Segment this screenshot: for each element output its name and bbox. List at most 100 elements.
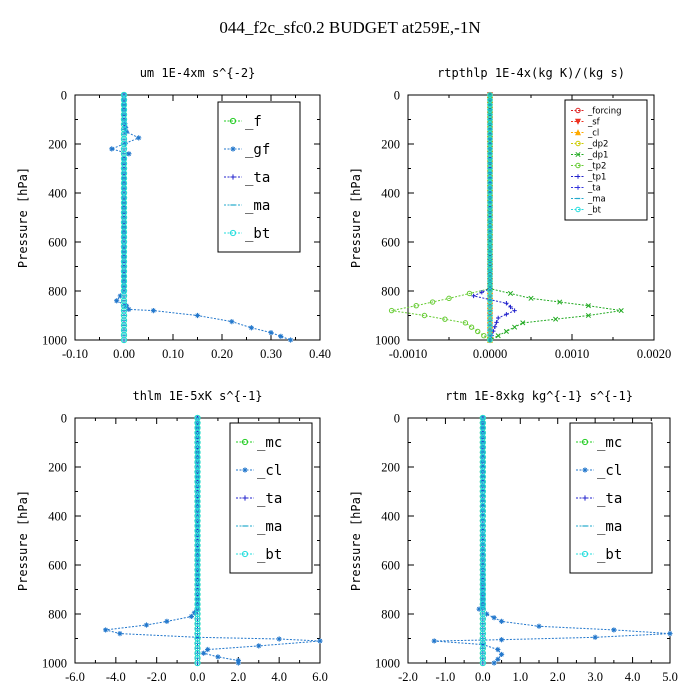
data-point [256, 643, 262, 649]
data-point [143, 622, 150, 628]
legend-label: _ma [257, 519, 282, 535]
x-tick-label: -6.0 [65, 670, 85, 684]
y-axis-label: Pressure [hPa] [16, 167, 30, 268]
legend-label: _forcing [587, 107, 622, 117]
data-point [268, 330, 274, 336]
panel-title: um 1E-4xm s^{-2} [140, 66, 256, 80]
panel-title: rtm 1E-8xkg kg^{-1} s^{-1} [445, 389, 633, 403]
data-point [205, 646, 211, 653]
legend-label: _ta [597, 491, 622, 507]
data-point [103, 627, 109, 633]
legend-label: _ta [587, 184, 601, 194]
legend-label: _bt [597, 547, 622, 563]
data-point [487, 337, 493, 343]
legend-label: _bt [257, 547, 282, 563]
x-tick-label: -0.0010 [389, 347, 428, 361]
data-point [504, 312, 509, 317]
legend-label: _sf [587, 118, 601, 128]
x-tick-label: -0.10 [62, 347, 88, 361]
legend-marker [575, 174, 581, 179]
legend-marker [574, 129, 582, 136]
data-point [487, 288, 493, 294]
legend-marker [574, 118, 582, 125]
legend-marker [575, 162, 581, 169]
y-tick-label: 800 [381, 608, 400, 622]
data-point [471, 293, 476, 299]
data-point [194, 312, 201, 319]
data-point [235, 660, 241, 666]
x-tick-label: 0.10 [162, 347, 184, 361]
data-point [475, 328, 481, 335]
data-point [248, 325, 254, 331]
data-point [487, 180, 493, 186]
legend-label: _ta [245, 170, 270, 186]
x-tick-label: -2.0 [398, 670, 418, 684]
legend-marker [241, 550, 249, 558]
series_bt [120, 91, 128, 344]
y-tick-label: 0 [61, 412, 67, 426]
legend-label: _ma [245, 198, 270, 214]
data-point [592, 634, 598, 640]
legend-label: _mc [597, 435, 622, 451]
legend-marker [229, 229, 237, 237]
legend-label: _tp2 [587, 162, 606, 172]
legend-label: _tp1 [587, 173, 606, 183]
y-tick-label: 1000 [42, 334, 67, 348]
y-tick-label: 600 [48, 236, 67, 250]
data-point [487, 263, 493, 270]
legend-marker [582, 467, 588, 473]
legend-label: _bt [245, 226, 270, 242]
data-point [201, 650, 207, 656]
legend-label: _cl [257, 463, 282, 479]
data-point [150, 308, 156, 314]
legend: _f _gf _ta _ma _bt [217, 101, 301, 253]
data-point [487, 278, 493, 284]
legend-label: _dp2 [587, 140, 608, 150]
x-tick-label: 0.40 [309, 347, 331, 361]
series_bt [194, 414, 201, 667]
data-point [413, 303, 419, 309]
data-point [618, 308, 624, 314]
data-point [484, 611, 490, 617]
data-point [117, 631, 123, 637]
x-tick-label: -2.0 [147, 670, 167, 684]
legend-label: _f [245, 114, 262, 130]
y-tick-label: 0 [394, 89, 400, 103]
data-point [487, 244, 493, 250]
legend-marker [242, 467, 248, 473]
data-point [585, 303, 591, 309]
x-tick-label: 0.30 [260, 347, 282, 361]
legend-label: _dp1 [587, 151, 608, 161]
series-line [391, 95, 491, 341]
data-point [512, 324, 518, 330]
data-point [194, 659, 201, 667]
legend-marker [582, 495, 588, 501]
y-axis-label: Pressure [hPa] [349, 490, 363, 591]
data-point [495, 646, 501, 653]
y-tick-label: 200 [48, 461, 67, 475]
data-point [122, 140, 128, 146]
data-point [520, 320, 526, 326]
data-point [479, 659, 486, 667]
panel-title: thlm 1E-5xK s^{-1} [132, 389, 262, 403]
data-point [611, 627, 617, 633]
data-point [109, 146, 115, 152]
legend-label: _gf [245, 142, 270, 158]
data-point [487, 219, 493, 226]
x-tick-label: 0.20 [211, 347, 233, 361]
series_bt [487, 92, 493, 343]
legend-marker [230, 174, 236, 180]
y-tick-label: 800 [381, 285, 400, 299]
y-tick-label: 400 [381, 510, 400, 524]
legend: _mc _cl _ta _ma _bt [569, 422, 653, 574]
series_bt [479, 414, 486, 667]
data-point [487, 317, 493, 324]
data-point [446, 295, 452, 302]
data-point [317, 638, 323, 644]
legend-marker [229, 117, 237, 125]
data-point [487, 146, 493, 152]
data-point [498, 618, 505, 624]
data-point [508, 304, 513, 310]
data-point [442, 316, 448, 322]
